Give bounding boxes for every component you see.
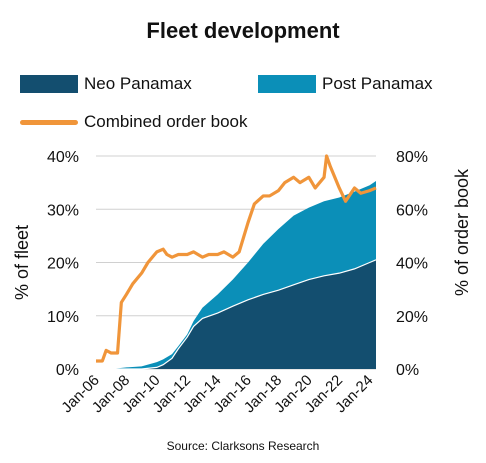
- source-note: Source: Clarksons Research: [166, 439, 320, 453]
- legend-item-order-book: Combined order book: [20, 112, 247, 132]
- legend-item-post-panamax: Post Panamax: [258, 74, 433, 94]
- y2-tick-label: 20%: [396, 309, 428, 326]
- area-neo-panamax: [96, 259, 376, 369]
- y-tick-label: 30%: [47, 202, 79, 219]
- y2-axis-title: % of order book: [452, 168, 472, 296]
- y-tick-label: 10%: [47, 309, 79, 326]
- y-tick-label: 40%: [47, 149, 79, 166]
- legend-swatch-order-book: [20, 119, 78, 125]
- y-tick-label: 0%: [56, 362, 79, 379]
- y-axis-title: % of fleet: [12, 225, 32, 300]
- chart-title: Fleet development: [146, 18, 340, 43]
- legend-label-order-book: Combined order book: [84, 112, 248, 131]
- y2-tick-label: 40%: [396, 256, 428, 273]
- legend-item-neo-panamax: Neo Panamax: [20, 74, 192, 94]
- y2-tick-label: 0%: [396, 362, 419, 379]
- y-tick-label: 20%: [47, 256, 79, 273]
- y2-tick-label: 60%: [396, 202, 428, 219]
- y2-tick-label: 80%: [396, 149, 428, 166]
- neo-panamax-edge: [96, 259, 377, 370]
- area-post-panamax: [96, 181, 376, 369]
- legend-label-post-panamax: Post Panamax: [322, 74, 433, 93]
- legend-swatch-neo-panamax: [20, 75, 78, 93]
- legend-swatch-post-panamax: [258, 75, 316, 93]
- legend-label-neo-panamax: Neo Panamax: [84, 74, 192, 93]
- line-order-book: [96, 154, 377, 363]
